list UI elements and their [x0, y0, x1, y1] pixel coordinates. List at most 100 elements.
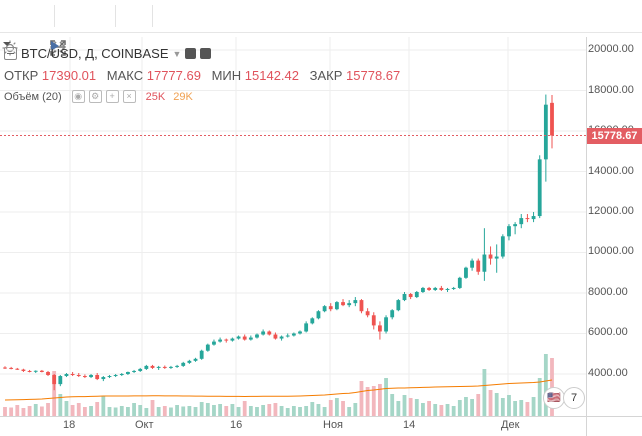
candle-body [76, 375, 81, 377]
candle-body [107, 376, 112, 378]
candle-body [279, 336, 284, 339]
volume-bar [476, 394, 481, 416]
undo-icon[interactable] [50, 4, 85, 53]
symbol-menu-chevron-icon[interactable]: ▼ [172, 48, 182, 59]
volume-add-icon[interactable]: + [105, 90, 119, 103]
candle-body [298, 331, 302, 334]
candle-body [347, 303, 352, 306]
volume-value-2: 29K [173, 90, 193, 103]
price-chart[interactable] [0, 37, 586, 416]
volume-bar [39, 406, 44, 416]
candle-body [187, 360, 192, 363]
volume-bar [328, 400, 333, 416]
candle-body [371, 315, 376, 326]
candle-body [341, 302, 345, 306]
candle-body [285, 335, 290, 337]
volume-bar [255, 407, 259, 416]
settings-gear-icon[interactable] [200, 48, 212, 59]
candle-body [64, 374, 69, 377]
volume-bar [58, 394, 63, 416]
volume-bar [482, 369, 487, 416]
volume-bar [27, 406, 32, 416]
volume-bar [181, 406, 186, 416]
volume-bar [224, 406, 229, 416]
volume-bar [230, 404, 235, 416]
candle-body [476, 260, 481, 272]
volume-bar [402, 395, 407, 416]
play-icon[interactable] [51, 4, 181, 51]
candle-body [169, 366, 173, 368]
volume-value-1: 25K [145, 90, 166, 103]
candle-body [408, 294, 413, 298]
redo-icon[interactable] [52, 4, 111, 53]
volume-bar [322, 407, 327, 416]
candle-body [445, 288, 450, 290]
volume-settings-icon[interactable]: ⚙ [88, 90, 102, 103]
volume-close-icon[interactable]: × [122, 90, 136, 103]
volume-bar [193, 407, 198, 416]
eye-icon[interactable] [185, 48, 197, 59]
candle-body [126, 371, 130, 374]
candle-body [212, 341, 216, 345]
candle-body [144, 365, 149, 369]
candle-body [58, 376, 63, 385]
price-axis-label: 8000.00 [588, 286, 628, 298]
candle-body [70, 374, 75, 376]
volume-bar [408, 398, 413, 416]
volume-bar [9, 407, 14, 416]
time-axis-label: 14 [403, 419, 416, 431]
volume-bar [494, 393, 499, 416]
volume-bar [285, 408, 290, 416]
candle-body [33, 370, 38, 372]
volume-eye-icon[interactable]: ◉ [71, 90, 85, 103]
time-axis-label: Ноя [323, 419, 344, 431]
candle-body [138, 368, 143, 371]
flag-event-icon[interactable]: 🇺🇸 [543, 387, 565, 409]
candle-body [205, 344, 210, 351]
candle-body [304, 323, 309, 332]
price-axis-label: 6000.00 [588, 326, 628, 338]
volume-bar [101, 396, 106, 416]
candle-body [119, 374, 124, 376]
volume-bar [537, 378, 542, 416]
volume-bar [464, 397, 468, 416]
volume-bar [347, 407, 352, 416]
time-axis[interactable] [0, 416, 586, 436]
price-axis-label: 12000.00 [588, 205, 634, 217]
volume-bar [187, 406, 192, 416]
volume-bar [365, 387, 370, 416]
candle-body [482, 254, 487, 272]
candle-body [230, 338, 235, 341]
ohlc-close-label: ЗАКР [309, 68, 343, 83]
volume-bar [279, 406, 284, 416]
volume-bar [212, 405, 216, 416]
toolbar-separator [152, 5, 153, 27]
volume-bar [261, 405, 266, 416]
volume-bar [89, 406, 93, 416]
candle-body [439, 287, 444, 290]
volume-bar [470, 399, 475, 416]
fullscreen-icon[interactable] [50, 4, 148, 56]
price-axis-label: 20000.00 [588, 43, 634, 55]
volume-bar [119, 406, 124, 416]
volume-bar [488, 390, 493, 416]
toolbar-group-drawing [2, 3, 46, 56]
volume-bar [199, 402, 204, 416]
bulb-icon[interactable] [2, 4, 26, 56]
volume-bar [396, 401, 401, 416]
candle-body [414, 291, 419, 298]
candle-body [470, 260, 475, 268]
volume-bar [15, 405, 20, 416]
candle-body [3, 367, 7, 369]
price-axis[interactable] [586, 37, 642, 416]
volume-bar [169, 407, 173, 416]
price-axis-label: 14000.00 [588, 165, 634, 177]
volume-bar [64, 401, 69, 416]
volume-bar [248, 406, 253, 416]
events-count-badge[interactable]: 7 [563, 387, 585, 409]
volume-bar [543, 354, 548, 416]
candle-body [175, 365, 179, 367]
collapse-icon[interactable] [4, 47, 17, 60]
chevron-down-icon[interactable] [3, 4, 46, 46]
candle-body [353, 300, 358, 304]
